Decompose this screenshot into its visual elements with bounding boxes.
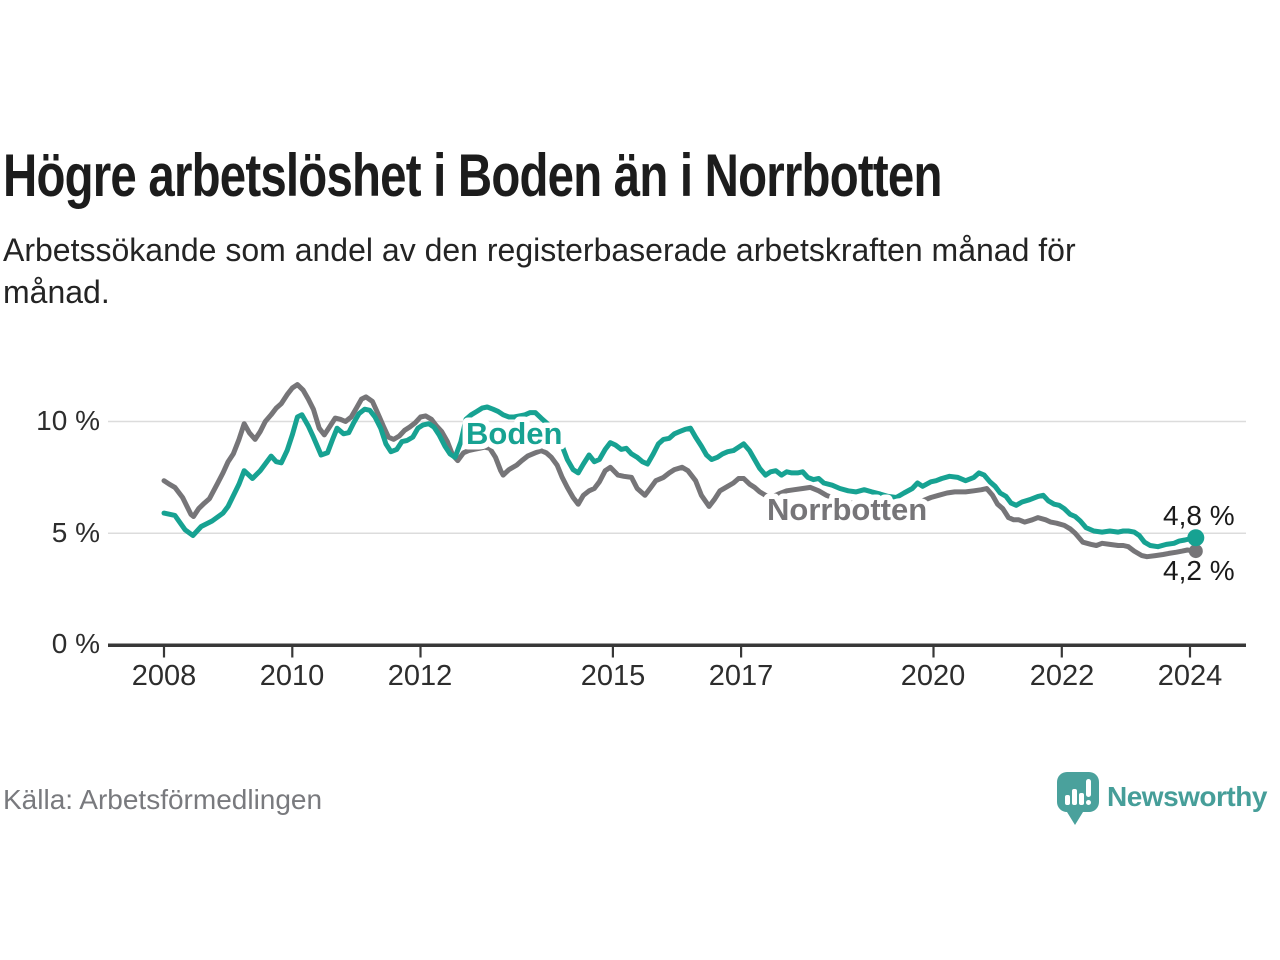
- x-tick-label-2020: 2020: [900, 660, 966, 692]
- newsworthy-bubble-barchart-icon: [1057, 772, 1099, 825]
- bar-1: [1065, 795, 1070, 805]
- series-line-norrbotten: [161, 382, 1199, 560]
- end-value-label-boden: 4,8 %: [1163, 500, 1235, 531]
- end-dot-norrbotten: [1188, 544, 1203, 559]
- axis-tick-marks: [162, 647, 1192, 658]
- x-axis-line: [108, 643, 1246, 647]
- brand-name: Newsworthy: [1107, 781, 1267, 812]
- bubble-shape: [1057, 772, 1099, 825]
- y-tick-label-5: 5 %: [51, 517, 100, 548]
- x-tick-label-2010: 2010: [259, 660, 325, 692]
- exclamation-bar: [1086, 779, 1091, 797]
- y-tick-label-10: 10 %: [36, 405, 100, 436]
- series-line-boden: [161, 404, 1199, 550]
- end-value-label-norrbotten: 4,2 %: [1163, 555, 1235, 586]
- x-tick-label-2022: 2022: [1029, 660, 1095, 692]
- chart-subtitle: Arbetssökande som andel av den registerb…: [3, 229, 1223, 313]
- source-caption: Källa: Arbetsförmedlingen: [3, 784, 323, 815]
- page-title: Högre arbetslöshet i Boden än i Norrbott…: [3, 142, 942, 209]
- x-tick-label-2015: 2015: [580, 660, 646, 692]
- series-label-boden: Boden: [466, 416, 562, 451]
- y-tick-label-0: 0 %: [51, 628, 100, 659]
- exclamation-dot: [1086, 800, 1091, 805]
- bar-3: [1079, 793, 1084, 805]
- x-tick-label-2008: 2008: [131, 660, 197, 692]
- end-dot-boden: [1187, 529, 1205, 547]
- chart-subtitle-line-1: Arbetssökande som andel av den registerb…: [3, 232, 1076, 268]
- x-tick-label-2024: 2024: [1157, 660, 1223, 692]
- x-tick-label-2017: 2017: [708, 660, 774, 692]
- series-label-norrbotten: Norrbotten: [767, 492, 927, 527]
- bar-2: [1072, 789, 1077, 805]
- x-tick-label-2012: 2012: [387, 660, 453, 692]
- series-end-dots: [1187, 529, 1205, 559]
- chart-subtitle-line-2: månad.: [3, 274, 110, 310]
- series-lines: [161, 382, 1199, 560]
